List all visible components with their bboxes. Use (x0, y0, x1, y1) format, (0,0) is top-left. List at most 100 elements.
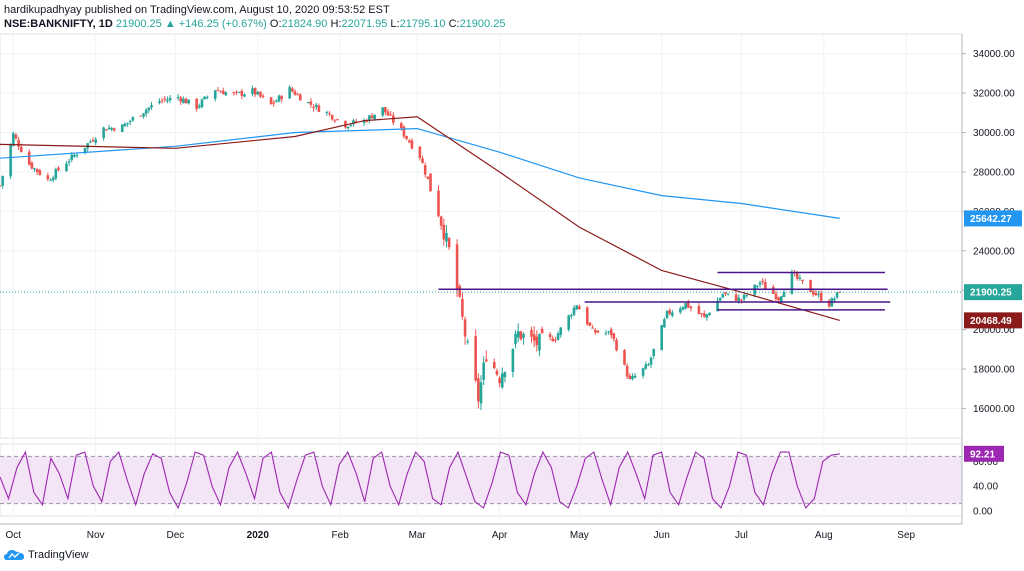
candle-body (237, 91, 241, 93)
candle-body (718, 298, 722, 301)
candle-body (67, 161, 71, 163)
candle-body (306, 102, 310, 104)
candle-body (142, 113, 145, 117)
candle-body (604, 332, 608, 334)
candle-body (689, 306, 693, 309)
symbol-label: NSE:BANKNIFTY, 1D (4, 18, 113, 30)
candle-body (346, 126, 350, 129)
candle-body (232, 92, 236, 94)
candle-body (535, 336, 539, 346)
candle-body (827, 300, 831, 307)
time-tick-label: Aug (815, 530, 833, 541)
candle-body (726, 293, 730, 295)
price-tick-label: 32000.00 (973, 89, 1015, 100)
rsi-band (0, 456, 962, 504)
candle-body (588, 322, 592, 326)
time-tick-label: May (570, 530, 589, 541)
rsi-tick-label: 40.00 (973, 482, 998, 493)
candle-body (612, 333, 616, 340)
candle-body (519, 331, 523, 340)
candle-body (33, 168, 36, 170)
candle-body (532, 334, 536, 341)
candle-body (809, 279, 812, 292)
candle-body (75, 155, 79, 157)
candle-body (609, 329, 613, 336)
candle-body (801, 279, 804, 282)
price-change: ▲ +146.25 (+0.67%) (164, 18, 267, 30)
price-tick-label: 30000.00 (973, 128, 1015, 139)
low-label: L: (390, 18, 400, 30)
candle-body (94, 139, 97, 143)
tradingview-logo[interactable]: TradingView (4, 546, 89, 564)
candle-body (107, 127, 111, 130)
candle-body (554, 339, 557, 341)
last-price: 21900.25 (115, 18, 162, 30)
candle-body (243, 94, 246, 97)
candle-body (540, 328, 544, 334)
price-tick-label: 18000.00 (973, 365, 1015, 376)
close-value: 21900.25 (459, 18, 506, 30)
candle-body (795, 271, 799, 279)
candle-body (325, 111, 329, 113)
candle-body (833, 298, 836, 301)
candle-body (418, 146, 422, 158)
candle-body (740, 299, 743, 301)
candle-body (102, 127, 105, 138)
price-tag-label: 21900.25 (970, 288, 1012, 299)
candle-body (764, 282, 767, 289)
candle-body (772, 286, 775, 294)
price-tick-label: 28000.00 (973, 167, 1015, 178)
rsi-tick-label: 0.00 (973, 507, 993, 518)
price-tag-bg (964, 210, 1022, 227)
candle-body (511, 348, 515, 373)
candle-body (368, 115, 371, 121)
candle-body (163, 98, 167, 100)
candle-body (668, 310, 671, 314)
candle-body (665, 310, 669, 319)
tradingview-brand: TradingView (28, 549, 89, 561)
candle-body (86, 143, 89, 149)
price-tick-label: 16000.00 (973, 404, 1015, 415)
candle-body (384, 107, 387, 113)
candle-body (17, 140, 20, 147)
time-tick-label: Jul (735, 530, 748, 541)
candle-body (838, 291, 842, 293)
publisher-line: hardikupadhyay published on TradingView.… (4, 4, 390, 16)
candle-body (328, 113, 331, 115)
candle-body (46, 175, 50, 180)
candle-body (89, 141, 92, 143)
candle-body (277, 95, 281, 102)
price-pane[interactable] (0, 85, 962, 411)
candle-body (516, 331, 520, 338)
close-label: C: (448, 18, 460, 30)
candle-body (269, 97, 273, 105)
candle-body (649, 357, 653, 365)
candle-body (429, 173, 432, 192)
candle-body (200, 99, 204, 108)
candle-body (591, 327, 594, 329)
candle-body (700, 313, 703, 315)
candle-body (219, 91, 222, 93)
candle-body (317, 105, 321, 112)
candle-body (572, 307, 576, 315)
time-tick-label: Oct (6, 530, 22, 541)
candle-body (633, 375, 637, 378)
candle-body (309, 101, 313, 105)
candle-body (585, 307, 589, 325)
price-tag-bg (964, 284, 1022, 301)
rsi-pane[interactable] (0, 450, 962, 510)
candle-body (835, 292, 839, 298)
candle-body (426, 176, 430, 179)
grid-lines (0, 33, 963, 517)
candle-body (790, 271, 794, 294)
candle-body (761, 280, 764, 283)
candle-body (213, 90, 217, 99)
time-tick-label: Feb (332, 530, 350, 541)
candle-body (280, 96, 283, 100)
candle-body (336, 119, 339, 121)
candle-body (631, 376, 634, 379)
candle-body (139, 115, 143, 117)
candle-body (288, 87, 291, 99)
candle-body (344, 120, 347, 128)
